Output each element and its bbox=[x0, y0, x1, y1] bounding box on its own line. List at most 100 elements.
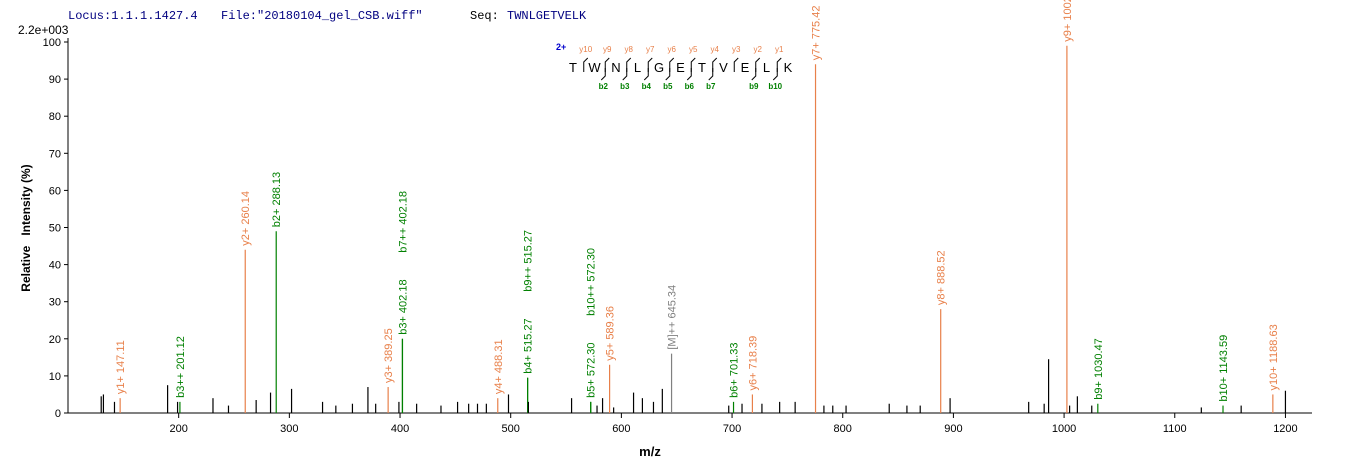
peak-label: b9++ 515.27 bbox=[523, 230, 535, 292]
residue: N bbox=[611, 60, 620, 75]
peak-label: y8+ 888.52 bbox=[936, 250, 948, 305]
x-tick-label: 800 bbox=[834, 423, 852, 435]
b-bracket bbox=[643, 68, 649, 81]
x-tick-label: 1000 bbox=[1052, 423, 1076, 435]
charge: 2+ bbox=[556, 42, 566, 52]
x-tick-label: 1100 bbox=[1163, 423, 1187, 435]
residue: L bbox=[763, 60, 770, 75]
y-bracket bbox=[712, 57, 718, 72]
b-ion-label: b2 bbox=[599, 82, 609, 91]
y-ion-label: y9 bbox=[603, 45, 612, 54]
b-bracket bbox=[686, 68, 692, 81]
b-bracket bbox=[708, 68, 714, 81]
b-ion-label: b6 bbox=[685, 82, 695, 91]
y-bracket bbox=[690, 57, 696, 72]
y-ion-label: y4 bbox=[711, 45, 720, 54]
y-ion-label: y3 bbox=[732, 45, 741, 54]
y-bracket bbox=[669, 57, 675, 72]
b-ion-label: b4 bbox=[642, 82, 652, 91]
y-axis-label: Relative Intensity (%) bbox=[19, 164, 33, 291]
x-tick-label: 300 bbox=[280, 423, 298, 435]
residue: T bbox=[569, 60, 577, 75]
b-ion-label: b5 bbox=[663, 82, 673, 91]
b-ion-label: b9 bbox=[749, 82, 759, 91]
file: File:"20180104_gel_CSB.wiff" bbox=[221, 9, 423, 23]
peak-label: b5+ 572.30 bbox=[586, 342, 598, 397]
peak-label: b10++ 572.30 bbox=[586, 248, 598, 316]
y-tick-label: 70 bbox=[49, 148, 61, 160]
residue: W bbox=[588, 60, 601, 75]
x-axis-label: m/z bbox=[639, 444, 661, 459]
b-ion-label: b3 bbox=[620, 82, 630, 91]
b-bracket bbox=[751, 68, 757, 81]
peak-label: y4+ 488.31 bbox=[493, 339, 505, 394]
locus: Locus:1.1.1.1427.4 bbox=[68, 9, 198, 23]
peak-label: b7++ 402.18 bbox=[397, 191, 409, 253]
b-ion-label: b10 bbox=[768, 82, 782, 91]
peak-label: b3+ 402.18 bbox=[397, 279, 409, 334]
peak-label: b2+ 288.13 bbox=[271, 172, 283, 227]
peak-label: y7+ 775.42 bbox=[811, 6, 823, 61]
residue: L bbox=[634, 60, 641, 75]
x-tick-label: 700 bbox=[723, 423, 741, 435]
peak-label: y5+ 589.36 bbox=[605, 306, 617, 361]
b-bracket bbox=[600, 68, 606, 81]
peak-label: y9+ 1002.55 bbox=[1062, 0, 1074, 42]
peak-label: y3+ 389.25 bbox=[383, 328, 395, 383]
sequence: TWNLGETVELK bbox=[507, 9, 587, 23]
y-bracket bbox=[626, 57, 632, 72]
peak-label: b9+ 1030.47 bbox=[1093, 338, 1105, 399]
peak-label: [M]++ 645.34 bbox=[667, 285, 679, 350]
b-bracket bbox=[772, 68, 778, 81]
y-ion-label: y7 bbox=[646, 45, 655, 54]
y-ion-label: y5 bbox=[689, 45, 698, 54]
y-tick-label: 100 bbox=[43, 37, 61, 49]
residue: E bbox=[741, 60, 750, 75]
peak-label: y10+ 1188.63 bbox=[1268, 324, 1280, 390]
peak-label: y6+ 718.39 bbox=[747, 336, 759, 391]
y-tick-label: 60 bbox=[49, 185, 61, 197]
y-tick-label: 80 bbox=[49, 111, 61, 123]
y-ion-label: y1 bbox=[775, 45, 784, 54]
peak-label: y2+ 260.14 bbox=[240, 191, 252, 246]
peak-label: b10+ 1143.59 bbox=[1218, 335, 1230, 402]
peak-label: b6+ 701.33 bbox=[729, 342, 741, 397]
residue: V bbox=[719, 60, 728, 75]
peak-label: y1+ 147.11 bbox=[115, 340, 127, 394]
x-tick-label: 500 bbox=[502, 423, 520, 435]
residue: T bbox=[698, 60, 706, 75]
y-bracket bbox=[583, 57, 589, 72]
y-ion-label: y6 bbox=[668, 45, 677, 54]
residue: E bbox=[676, 60, 685, 75]
peak-label: b3++ 201.12 bbox=[175, 336, 187, 398]
b-bracket bbox=[665, 68, 671, 81]
b-bracket bbox=[622, 68, 628, 81]
y-tick-label: 20 bbox=[49, 334, 61, 346]
x-tick-label: 1200 bbox=[1273, 423, 1297, 435]
y-bracket bbox=[604, 57, 610, 72]
y-tick-label: 30 bbox=[49, 297, 61, 309]
y-tick-label: 50 bbox=[49, 223, 61, 235]
y-bracket bbox=[733, 57, 739, 72]
b-ion-label: b7 bbox=[706, 82, 716, 91]
x-tick-label: 600 bbox=[612, 423, 630, 435]
y-tick-label: 90 bbox=[49, 74, 61, 86]
seq-label: Seq: bbox=[470, 9, 499, 23]
residue: G bbox=[654, 60, 664, 75]
y-bracket bbox=[755, 57, 761, 72]
residue: K bbox=[784, 60, 793, 75]
y-bracket bbox=[647, 57, 653, 72]
y-ion-label: y8 bbox=[625, 45, 634, 54]
y-bracket bbox=[776, 57, 782, 72]
x-tick-label: 200 bbox=[169, 423, 187, 435]
y-ion-label: y10 bbox=[579, 45, 592, 54]
x-tick-label: 400 bbox=[391, 423, 409, 435]
peak-label: b4+ 515.27 bbox=[523, 318, 535, 373]
x-tick-label: 900 bbox=[944, 423, 962, 435]
y-tick-label: 10 bbox=[49, 371, 61, 383]
y-tick-label: 0 bbox=[55, 408, 61, 420]
y-ion-label: y2 bbox=[754, 45, 763, 54]
scale-label: 2.2e+003 bbox=[18, 23, 69, 37]
y-tick-label: 40 bbox=[49, 260, 61, 272]
